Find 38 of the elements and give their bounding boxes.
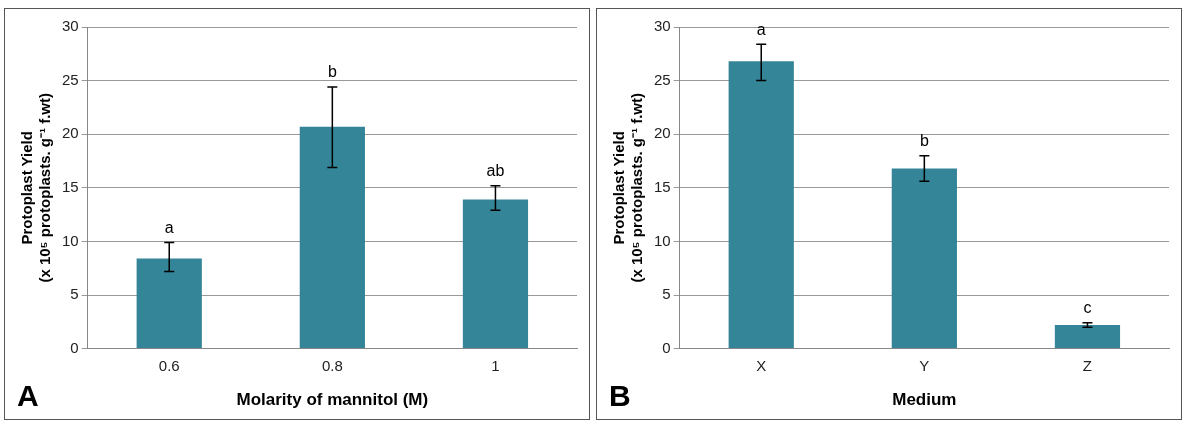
- bar: [136, 258, 202, 349]
- y-tick-label: 10: [62, 231, 79, 249]
- annotation: ab: [486, 162, 505, 180]
- y-tick-label: 20: [654, 124, 671, 142]
- x-tick-label: 0.6: [158, 356, 180, 374]
- x-tick-label: 1: [491, 356, 500, 374]
- x-axis-title: Medium: [892, 390, 957, 410]
- bar: [891, 168, 957, 349]
- y-tick-label: 5: [662, 285, 671, 303]
- y-axis-title: Protoplast Yield (x 10⁵ protoplasts. g⁻¹ f.wt): [610, 93, 646, 283]
- y-tick-label: 0: [70, 338, 79, 356]
- y-tick-label: 25: [62, 70, 79, 88]
- y-tick-label: 0: [662, 338, 671, 356]
- bar: [462, 199, 529, 349]
- y-tick-label: 30: [62, 17, 79, 35]
- y-tick-label: 5: [70, 285, 79, 303]
- y-tick-label: 30: [654, 17, 671, 35]
- x-tick-label: Z: [1082, 356, 1093, 374]
- annotation: c: [1083, 299, 1092, 317]
- y-tick-label: 15: [62, 177, 79, 195]
- x-axis-title: Molarity of mannitol (M): [236, 390, 429, 410]
- x-tick-label: Y: [919, 356, 930, 374]
- annotation: b: [327, 63, 337, 81]
- text: B: [609, 379, 631, 413]
- bar: [299, 126, 365, 349]
- bar: [728, 61, 794, 349]
- y-axis-title: Protoplast Yield (x 10⁵ protoplasts. g⁻¹ f.wt): [18, 93, 54, 283]
- y-tick-label: 10: [654, 231, 671, 249]
- x-tick-label: 0.8: [321, 356, 343, 374]
- text: A: [17, 379, 39, 413]
- bar: [1054, 325, 1121, 349]
- y-tick-label: 20: [62, 124, 79, 142]
- x-tick-label: X: [756, 356, 767, 374]
- y-tick-label: 15: [654, 177, 671, 195]
- annotation: b: [919, 132, 929, 150]
- annotation: a: [756, 20, 766, 38]
- y-tick-label: 25: [654, 70, 671, 88]
- annotation: a: [164, 218, 174, 236]
